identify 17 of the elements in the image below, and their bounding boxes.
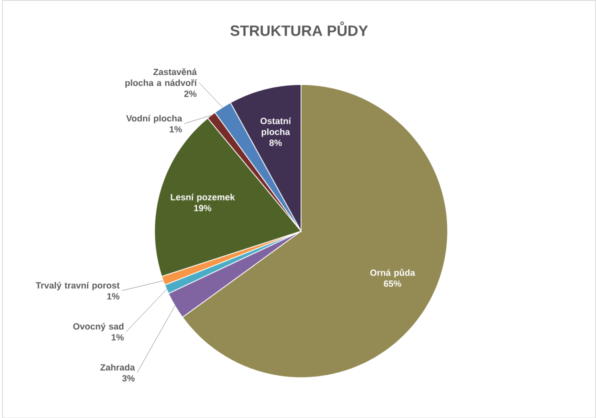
slice-label: Lesní pozemek bbox=[170, 194, 235, 202]
slice-label: Zahrada bbox=[100, 364, 135, 370]
slice-label: Ovocný sad bbox=[73, 322, 124, 332]
data-label: 1% bbox=[112, 334, 124, 340]
slice-label: Zastavěná plocha a nádvoří bbox=[125, 68, 198, 88]
chart-title: STRUKTURA PŮDY bbox=[230, 21, 368, 36]
data-label: 3% bbox=[122, 374, 135, 382]
slice-label: Orná půda bbox=[370, 268, 416, 278]
slice-label: Trvalý travní porost bbox=[36, 282, 120, 290]
data-label: 1% bbox=[107, 293, 120, 300]
data-label: 8% bbox=[269, 139, 282, 146]
data-label: 2% bbox=[184, 90, 197, 97]
data-label: 19% bbox=[194, 204, 212, 212]
data-label: 1% bbox=[170, 126, 182, 132]
slice-label: Vodní plocha bbox=[126, 114, 182, 124]
data-label: 65% bbox=[384, 280, 402, 287]
slice-label: Ostatní plocha bbox=[260, 117, 292, 137]
